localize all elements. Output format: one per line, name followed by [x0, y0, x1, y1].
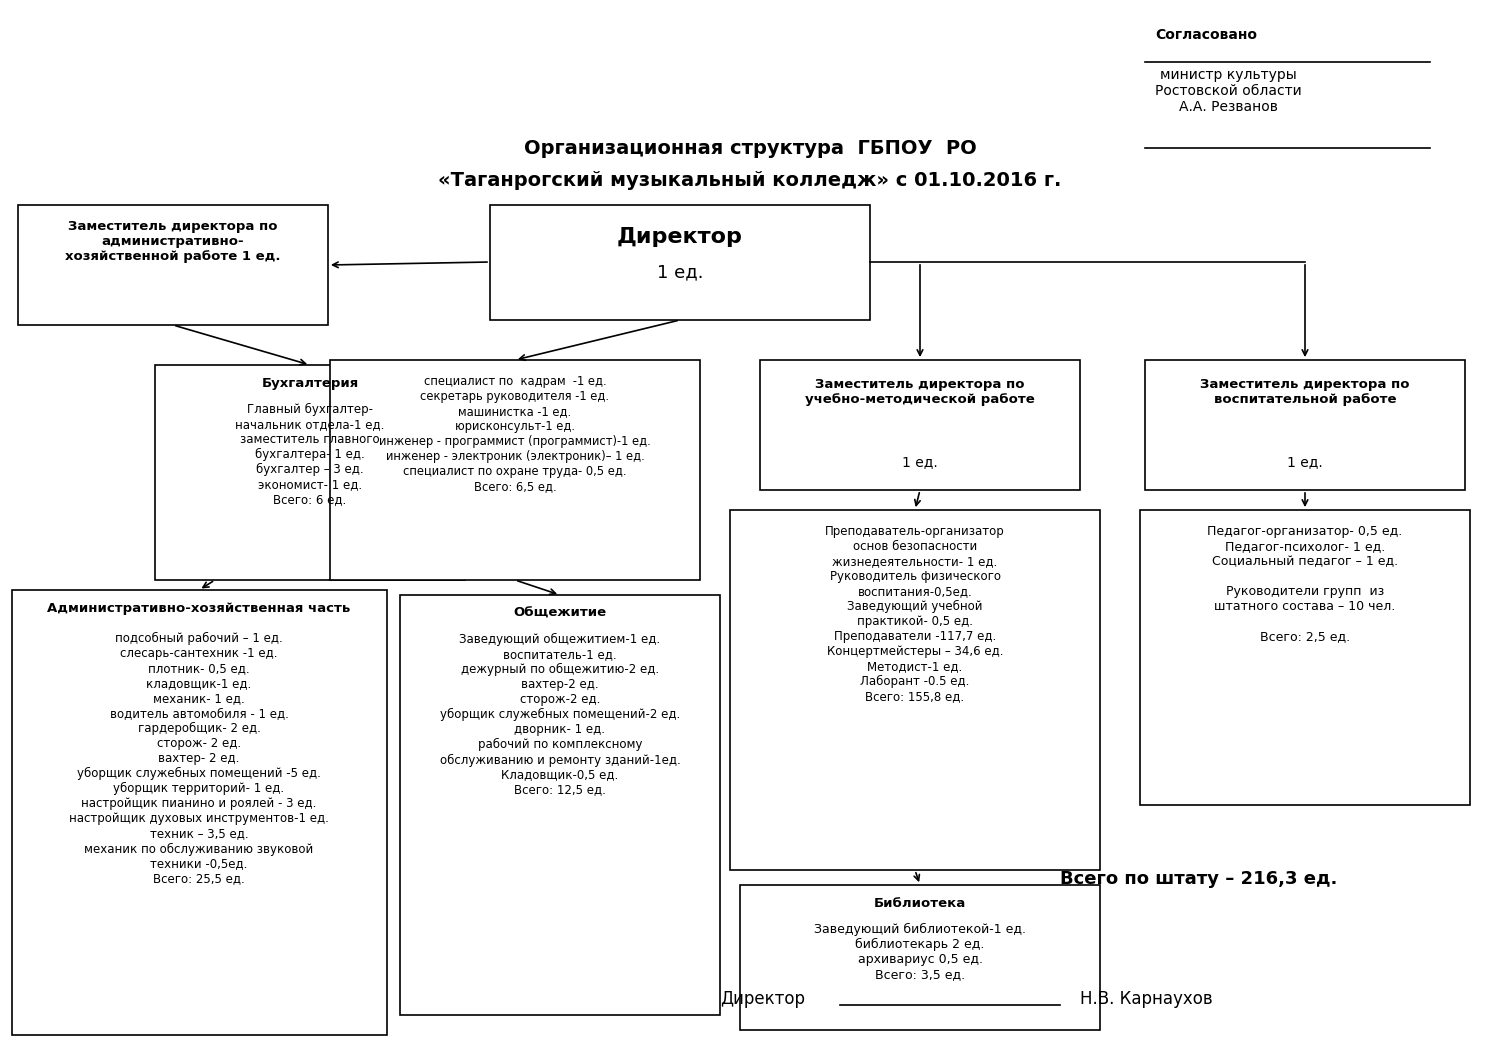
Text: Библиотека: Библиотека — [874, 897, 966, 910]
Bar — [1144, 360, 1466, 490]
Text: Преподаватель-организатор
основ безопасности
жизнедеятельности- 1 ед.
Руководите: Преподаватель-организатор основ безопасн… — [825, 525, 1005, 704]
Text: Всего по штату – 216,3 ед.: Всего по штату – 216,3 ед. — [1060, 870, 1338, 888]
Text: Н.В. Карнаухов: Н.В. Карнаухов — [1080, 990, 1212, 1008]
Text: 1 ед.: 1 ед. — [1287, 455, 1323, 469]
Bar — [154, 365, 465, 580]
Bar — [18, 205, 328, 325]
Text: Заместитель директора по
воспитательной работе: Заместитель директора по воспитательной … — [1200, 378, 1410, 406]
Bar — [740, 885, 1100, 1030]
Bar — [730, 510, 1100, 870]
Text: Заведующий общежитием-1 ед.
воспитатель-1 ед.
дежурный по общежитию-2 ед.
вахтер: Заведующий общежитием-1 ед. воспитатель-… — [440, 632, 681, 796]
Bar — [760, 360, 1080, 490]
Text: Директор: Директор — [616, 227, 742, 247]
Text: Административно-хозяйственная часть: Административно-хозяйственная часть — [48, 602, 351, 615]
Bar — [12, 590, 387, 1035]
Text: Заместитель директора по
административно-
хозяйственной работе 1 ед.: Заместитель директора по административно… — [66, 220, 280, 263]
Text: министр культуры
Ростовской области
А.А. Резванов: министр культуры Ростовской области А.А.… — [1155, 68, 1302, 115]
Text: «Таганрогский музыкальный колледж» с 01.10.2016 г.: «Таганрогский музыкальный колледж» с 01.… — [438, 170, 1062, 189]
Text: 1 ед.: 1 ед. — [657, 263, 704, 281]
Bar — [490, 205, 870, 320]
Text: Заместитель директора по
учебно-методической работе: Заместитель директора по учебно-методиче… — [806, 378, 1035, 406]
Text: подсобный рабочий – 1 ед.
слесарь-сантехник -1 ед.
плотник- 0,5 ед.
кладовщик-1 : подсобный рабочий – 1 ед. слесарь-сантех… — [69, 632, 328, 885]
Text: специалист по  кадрам  -1 ед.
секретарь руководителя -1 ед.
машинистка -1 ед.
юр: специалист по кадрам -1 ед. секретарь ру… — [380, 375, 651, 493]
Text: Директор: Директор — [720, 990, 806, 1008]
Text: Педагог-организатор- 0,5 ед.
Педагог-психолог- 1 ед.
Социальный педагог – 1 ед.
: Педагог-организатор- 0,5 ед. Педагог-пси… — [1208, 525, 1402, 643]
Text: Заведующий библиотекой-1 ед.
библиотекарь 2 ед.
архивариус 0,5 ед.
Всего: 3,5 ед: Заведующий библиотекой-1 ед. библиотекар… — [815, 923, 1026, 981]
Text: Общежитие: Общежитие — [513, 607, 606, 620]
Text: Главный бухгалтер-
начальник отдела-1 ед.
заместитель главного
бухгалтера- 1 ед.: Главный бухгалтер- начальник отдела-1 ед… — [236, 403, 384, 506]
Bar — [330, 360, 700, 580]
Text: Организационная структура  ГБПОУ  РО: Организационная структура ГБПОУ РО — [524, 138, 976, 157]
Bar — [1140, 510, 1470, 805]
Bar — [400, 595, 720, 1015]
Text: Бухгалтерия: Бухгалтерия — [261, 377, 358, 390]
Text: Согласовано: Согласовано — [1155, 28, 1257, 43]
Text: 1 ед.: 1 ед. — [902, 455, 938, 469]
